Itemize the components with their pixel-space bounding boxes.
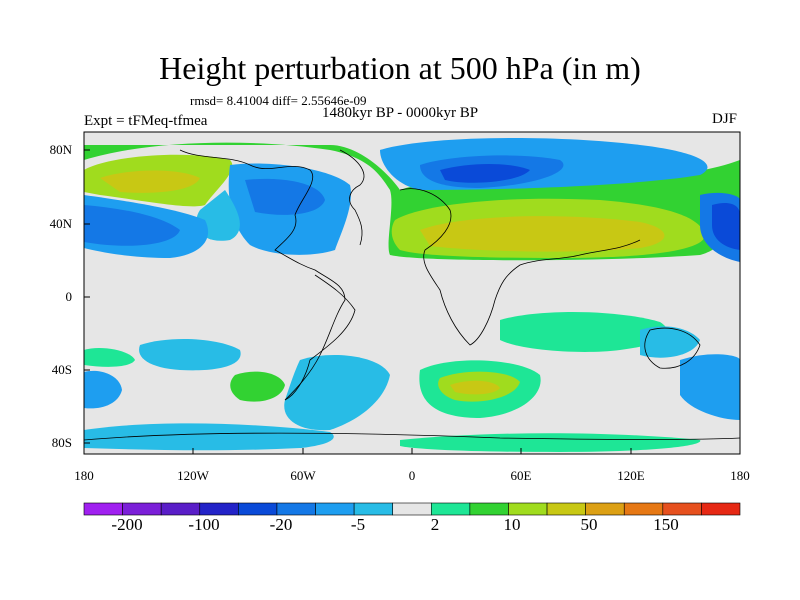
spac-lightblue <box>139 338 241 371</box>
argentina-green <box>230 371 285 402</box>
colorbar-swatch <box>585 502 625 516</box>
lon-label-0: 0 <box>408 468 416 483</box>
axis-ticks <box>84 149 632 454</box>
tasman-blue <box>680 354 740 420</box>
period-label: 1480kyr BP - 0000kyr BP <box>322 105 479 121</box>
lon-label-60w: 60W <box>290 468 316 483</box>
antarctic-lightblue <box>84 423 334 451</box>
siberia-deep-blue <box>440 164 530 183</box>
colorbar-swatch <box>122 502 162 516</box>
greenland-ne-america <box>339 149 365 246</box>
lat-label-40s: 40S <box>51 362 72 377</box>
colorbar-swatch <box>508 502 548 516</box>
americas-west-coast <box>179 149 346 401</box>
colorbar-label-6: 10 <box>503 515 521 534</box>
colorbar-swatch <box>546 502 586 516</box>
colorbar-label-4: -5 <box>350 515 366 534</box>
colorbar <box>83 502 741 516</box>
map-title: Height perturbation at 500 hPa (in m) <box>159 50 641 86</box>
colorbar-swatch <box>662 502 702 516</box>
colorbar-label-5: 2 <box>430 515 440 534</box>
lat-label-80s: 80S <box>51 435 72 450</box>
lon-label-120e: 120E <box>617 468 645 483</box>
colorbar-swatch <box>83 502 123 516</box>
colorbar-swatch <box>199 502 239 516</box>
colorbar-label-2: -100 <box>188 515 220 534</box>
antarctic-green <box>400 433 701 452</box>
colorbar-swatch <box>469 502 509 516</box>
season-label: DJF <box>712 111 738 127</box>
samerica-east-coast <box>284 274 356 401</box>
lat-label-40n: 40N <box>49 216 72 231</box>
experiment-label: Expt = tFMeq-tfmea <box>84 113 208 129</box>
sind-olive <box>450 380 500 395</box>
colorbar-swatch <box>353 502 394 516</box>
australia-lightblue <box>640 326 700 358</box>
satl-lightblue <box>284 355 390 431</box>
colorbar-label-7: 50 <box>580 515 598 534</box>
lon-label-180-right: 180 <box>730 468 750 483</box>
colorbar-swatch <box>392 502 432 516</box>
rmsd-text: rmsd= 8.41004 diff= 2.55646e-09 <box>190 93 367 108</box>
lon-label-180-left: 180 <box>74 468 94 483</box>
contour-field <box>84 132 740 454</box>
coastlines <box>84 149 740 441</box>
lon-label-120w: 120W <box>177 468 209 483</box>
eurasia-olive <box>420 216 665 252</box>
colorbar-swatch <box>315 502 355 516</box>
indian-ocean-green <box>500 311 668 352</box>
colorbar-swatch <box>701 502 741 516</box>
spac-west-blue <box>84 370 122 409</box>
lon-label-60e: 60E <box>510 468 532 483</box>
colorbar-swatch <box>623 502 664 516</box>
colorbar-label-8: 150 <box>653 515 679 534</box>
lat-label-0: 0 <box>65 289 73 304</box>
colorbar-swatch <box>160 502 201 516</box>
lat-label-80n: 80N <box>49 142 72 157</box>
spac-green <box>84 348 135 367</box>
eurasia-africa-coast <box>399 188 641 346</box>
colorbar-label-1: -200 <box>111 515 143 534</box>
colorbar-swatch <box>430 502 471 516</box>
australia-coast <box>644 327 701 369</box>
pacific-west-blue-core <box>84 205 180 246</box>
npac-olive <box>100 170 200 193</box>
colorbar-swatch <box>276 502 316 516</box>
pacific-east-deep-blue <box>712 203 740 250</box>
namerica-trough-core <box>245 178 325 215</box>
colorbar-label-3: -20 <box>269 515 293 534</box>
colorbar-swatch <box>238 502 278 516</box>
antarctica-coast <box>84 432 740 441</box>
